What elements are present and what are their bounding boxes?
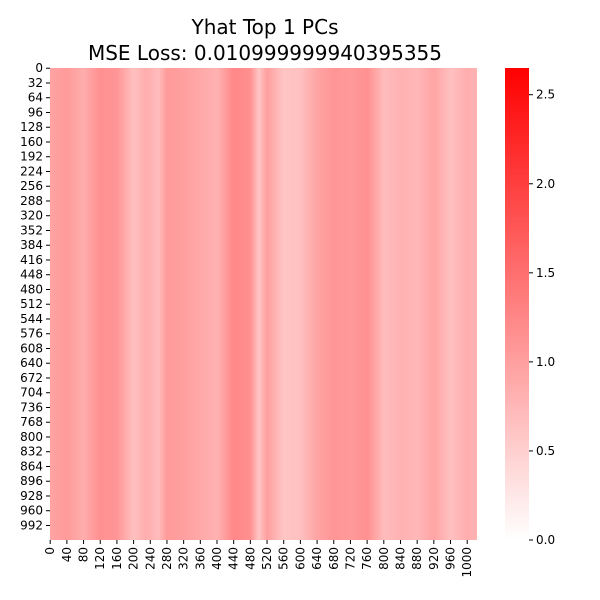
y-tick-label: 0 (35, 61, 43, 75)
x-tick-label: 840 (393, 547, 407, 570)
y-tick-label: 896 (20, 474, 43, 488)
colorbar-tick-label: 2.5 (536, 88, 555, 102)
colorbar-scale (505, 68, 529, 540)
y-tick-label: 480 (20, 282, 43, 296)
x-tick-label: 560 (277, 547, 291, 570)
colorbar: 0.0 0.5 1.0 1.5 2.0 2.5 (505, 68, 555, 547)
y-tick-label: 672 (20, 371, 43, 385)
chart-title-line2: MSE Loss: 0.010999999940395355 (88, 41, 442, 65)
colorbar-tick-label: 0.0 (536, 533, 555, 547)
y-tick-label: 960 (20, 504, 43, 518)
x-axis-ticks: 0 40 80 120 160 200 240 280 320 360 400 440 480 520 56… (43, 540, 474, 578)
y-tick-label: 864 (20, 459, 43, 473)
x-tick-label: 200 (127, 547, 141, 570)
x-tick-label: 880 (410, 547, 424, 570)
heatmap-area (50, 68, 477, 540)
y-tick-label: 384 (20, 238, 43, 252)
x-tick-label: 720 (343, 547, 357, 570)
x-tick-label: 760 (360, 547, 374, 570)
y-tick-label: 512 (20, 297, 43, 311)
y-tick-label: 64 (28, 91, 43, 105)
y-tick-label: 544 (20, 312, 43, 326)
x-tick-label: 120 (93, 547, 107, 570)
y-tick-label: 320 (20, 209, 43, 223)
x-tick-label: 600 (293, 547, 307, 570)
y-tick-label: 704 (20, 386, 43, 400)
y-tick-label: 192 (20, 150, 43, 164)
chart-title-line1: Yhat Top 1 PCs (191, 15, 339, 39)
y-tick-label: 992 (20, 518, 43, 532)
y-tick-label: 736 (20, 400, 43, 414)
y-tick-label: 832 (20, 445, 43, 459)
x-tick-label: 680 (327, 547, 341, 570)
y-tick-label: 288 (20, 194, 43, 208)
x-tick-label: 1000 (460, 547, 474, 578)
x-tick-label: 80 (77, 547, 91, 562)
x-tick-label: 320 (177, 547, 191, 570)
x-tick-label: 240 (143, 547, 157, 570)
x-tick-label: 440 (227, 547, 241, 570)
x-tick-label: 800 (377, 547, 391, 570)
y-tick-label: 96 (28, 105, 43, 119)
colorbar-tick-label: 0.5 (536, 444, 555, 458)
y-tick-label: 576 (20, 327, 43, 341)
x-tick-label: 640 (310, 547, 324, 570)
y-axis-ticks: 0326496128160192224256288320352384416448… (20, 61, 50, 532)
x-tick-label: 40 (60, 547, 74, 562)
y-tick-label: 128 (20, 120, 43, 134)
y-tick-label: 256 (20, 179, 43, 193)
x-tick-label: 920 (427, 547, 441, 570)
y-tick-label: 800 (20, 430, 43, 444)
y-tick-label: 160 (20, 135, 43, 149)
y-tick-label: 448 (20, 268, 43, 282)
x-tick-label: 480 (243, 547, 257, 570)
y-tick-label: 416 (20, 253, 43, 267)
x-tick-label: 160 (110, 547, 124, 570)
x-tick-label: 0 (43, 547, 57, 555)
x-tick-label: 960 (444, 547, 458, 570)
y-tick-label: 352 (20, 223, 43, 237)
y-tick-label: 608 (20, 341, 43, 355)
y-tick-label: 928 (20, 489, 43, 503)
colorbar-tick-label: 1.5 (536, 266, 555, 280)
colorbar-tick-label: 1.0 (536, 355, 555, 369)
x-tick-label: 520 (260, 547, 274, 570)
y-tick-label: 640 (20, 356, 43, 370)
colorbar-tick-label: 2.0 (536, 177, 555, 191)
heatmap-cells (50, 68, 477, 540)
x-tick-label: 400 (210, 547, 224, 570)
x-tick-label: 280 (160, 547, 174, 570)
x-tick-label: 360 (193, 547, 207, 570)
y-tick-label: 32 (28, 76, 43, 90)
y-tick-label: 224 (20, 164, 43, 178)
colorbar-ticks: 0.0 0.5 1.0 1.5 2.0 2.5 (529, 88, 555, 547)
y-tick-label: 768 (20, 415, 43, 429)
